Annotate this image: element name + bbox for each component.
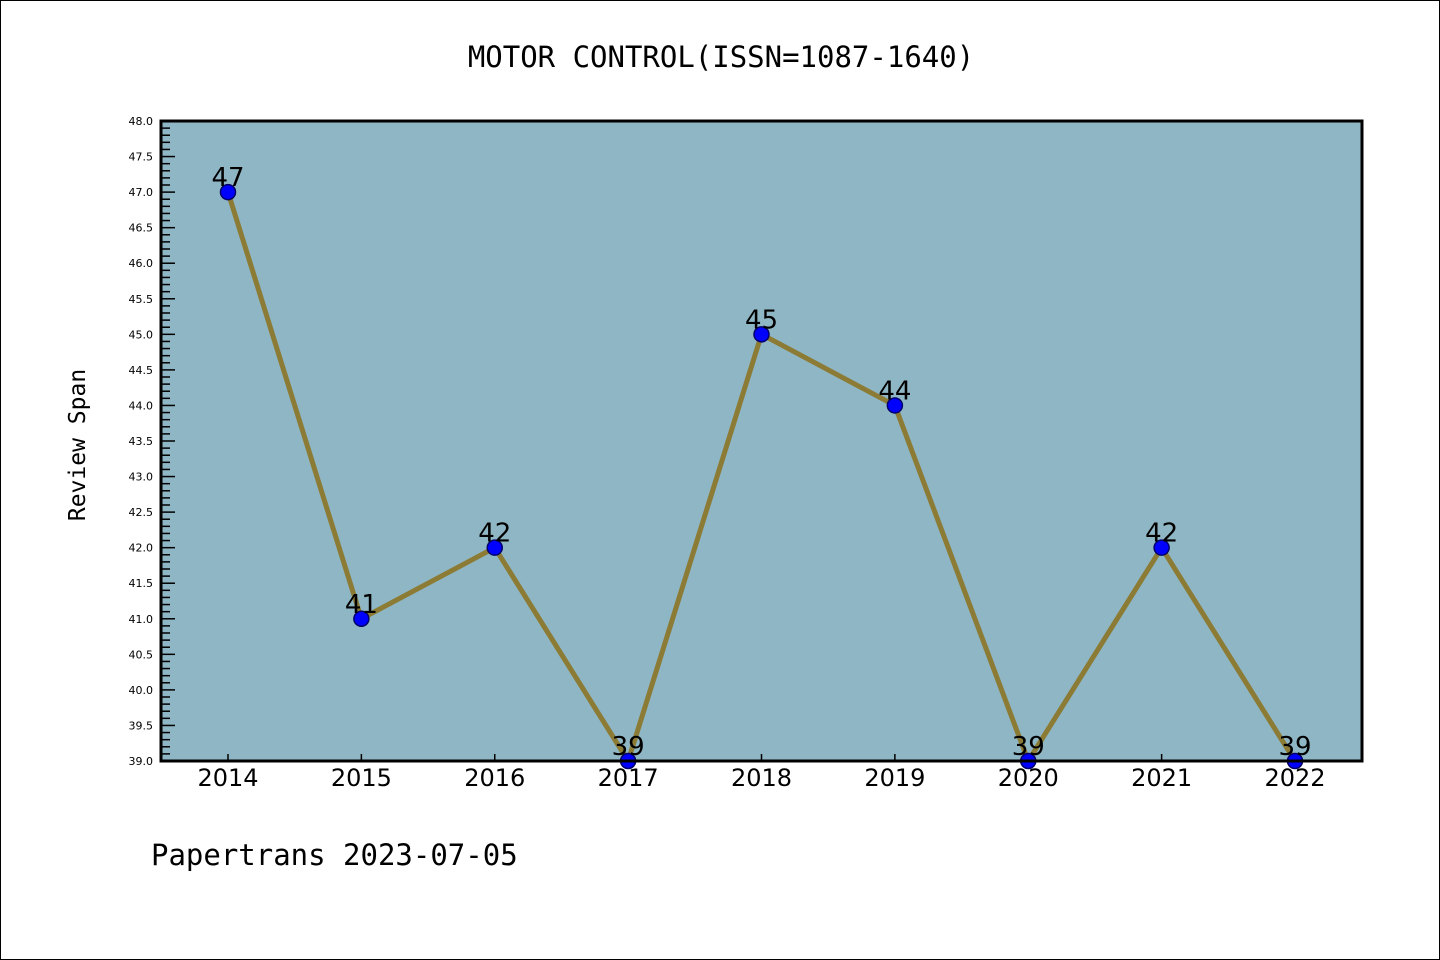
y-axis-label: Review Span (65, 369, 91, 521)
y-tick-label: 43.0 (129, 471, 154, 484)
y-tick-label: 40.0 (129, 684, 154, 697)
data-point (353, 610, 370, 628)
x-tick-label: 2019 (864, 764, 925, 792)
data-point (1153, 539, 1170, 556)
y-tick-label: 43.5 (129, 435, 154, 448)
y-tick-label: 42.5 (129, 506, 154, 519)
y-tick-label: 45.0 (129, 328, 154, 341)
y-tick-label: 44.5 (129, 364, 154, 377)
y-tick-label: 48.0 (129, 115, 154, 128)
data-label: 44 (878, 376, 911, 406)
x-tick-label: 2014 (197, 764, 258, 792)
footer-text: Papertrans 2023-07-05 (151, 838, 518, 872)
data-label: 42 (1145, 519, 1178, 549)
data-label: 47 (211, 163, 244, 193)
x-tick-label: 2021 (1131, 764, 1192, 792)
plot-border (159, 119, 1364, 763)
chart-title: MOTOR CONTROL(ISSN=1087-1640) (468, 40, 974, 74)
y-tick-label: 45.5 (129, 293, 154, 306)
data-label: 39 (1278, 732, 1311, 762)
data-point (486, 539, 503, 556)
data-point (753, 326, 770, 343)
y-tick-label: 39.0 (129, 755, 154, 768)
plot-area (161, 121, 1362, 761)
y-tick-label: 46.5 (129, 222, 154, 235)
y-tick-label: 40.5 (129, 648, 154, 661)
data-point (886, 397, 904, 414)
y-tick-label: 39.5 (129, 719, 154, 732)
data-point (219, 183, 237, 201)
x-tick-label: 2015 (331, 764, 392, 792)
y-tick-label: 41.0 (129, 613, 154, 626)
y-tick-label: 47.0 (129, 186, 154, 199)
data-label: 41 (345, 590, 378, 620)
x-tick-label: 2018 (731, 764, 792, 792)
y-tick-label: 47.5 (129, 151, 154, 164)
y-tick-label: 46.0 (129, 257, 154, 270)
y-tick-label: 42.0 (129, 542, 154, 555)
y-tick-label: 44.0 (129, 399, 154, 412)
data-label: 39 (612, 732, 645, 762)
y-tick-label: 41.5 (129, 577, 154, 590)
data-label: 39 (1012, 732, 1045, 762)
data-label: 42 (478, 519, 511, 549)
data-label: 45 (745, 305, 778, 335)
x-tick-label: 2016 (464, 764, 525, 792)
